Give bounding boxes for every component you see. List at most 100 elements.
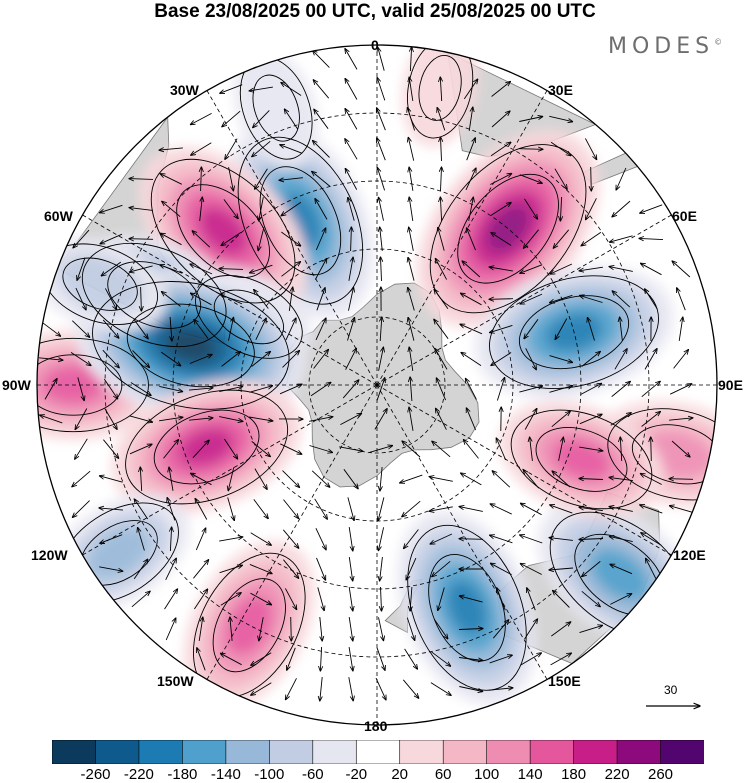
wind-arrow [614,349,627,370]
wind-arrow [670,384,692,395]
wind-arrow [165,618,176,641]
wind-arrow [283,499,299,519]
wind-arrow [612,291,631,308]
wind-arrow [408,137,415,161]
colorbar-segment [138,740,184,764]
wind-arrow [159,417,183,422]
wind-arrow [641,381,660,398]
colorbar-tick-label: -260 [80,766,111,783]
wind-arrow [254,468,267,490]
wind-arrow [313,141,330,158]
anomaly-band [447,580,487,636]
wind-arrow [345,49,358,70]
wind-arrow [250,532,272,545]
wind-arrow [645,289,658,310]
wind-arrow [490,142,511,157]
wind-arrow [249,563,272,573]
wind-arrow [549,115,572,121]
wind-arrow [490,535,513,544]
wind-arrow [165,558,177,580]
wind-arrow [461,293,482,306]
wind-arrow [611,381,631,397]
wind-arrow [620,317,623,341]
wind-arrow [491,352,512,366]
wind-arrow [409,167,414,191]
colorbar-segment [486,740,531,764]
wind-arrow [201,167,202,192]
wind-arrow [378,347,384,371]
wind-arrow [227,497,235,521]
vector-scale-label: 30 [664,683,678,697]
colorbar-tick-label: -100 [254,766,285,783]
wind-arrow [191,293,212,306]
wind-arrow [129,415,152,422]
wind-arrow [100,534,123,544]
wind-arrow [586,198,597,219]
wind-arrow [348,617,353,641]
wind-arrow [251,682,272,695]
wind-arrow [378,527,385,550]
wind-arrow [221,232,242,245]
wind-arrow [379,197,384,221]
wind-arrow [133,319,148,338]
lon-label-60w: 60W [44,208,73,224]
wind-arrow [677,288,686,311]
colorbar-segment [442,740,488,764]
wind-arrow [612,200,631,217]
wind-arrow [550,263,573,274]
wind-arrow [369,446,393,453]
wind-arrow [581,231,602,246]
wind-arrow [160,265,183,274]
colorbar-segment [616,740,662,764]
colorbar-segment [52,740,97,764]
wind-arrow [251,441,271,456]
wind-arrow [591,166,592,191]
wind-arrow [435,258,447,280]
wind-arrow [458,629,483,630]
wind-arrow [520,653,542,666]
wind-arrow [282,470,300,488]
anomaly-band [179,427,234,467]
wind-arrow [105,288,116,309]
wind-arrow [219,386,242,393]
wind-arrow [459,657,483,661]
wind-arrow [345,79,358,100]
wind-arrow [220,84,243,94]
wind-arrow [409,197,414,221]
wind-arrow [641,533,662,546]
wind-arrow [380,317,382,342]
wind-arrow [77,377,84,400]
wind-arrow [313,350,329,369]
wind-arrow [377,138,386,161]
height-contour [176,184,270,278]
wind-arrow [374,409,387,430]
colorbar-segment [95,740,140,764]
wind-arrow [408,288,415,311]
wind-arrow [519,174,542,184]
wind-arrow [279,178,303,181]
wind-arrow [582,561,601,576]
wind-arrow [309,445,333,453]
wind-arrow [39,358,63,360]
wind-arrow [313,50,330,68]
wind-arrow [129,444,152,455]
wind-arrow [404,529,419,549]
wind-arrow [640,204,663,213]
wind-arrow [282,529,298,548]
wind-arrow [219,269,244,270]
wind-arrow [129,208,153,211]
wind-arrow [254,290,269,309]
wind-arrow [402,679,418,698]
lon-label-90w: 90W [2,377,31,393]
height-contour [259,166,342,276]
wind-arrow [348,257,353,281]
wind-arrow [438,587,445,611]
wind-arrow [579,414,602,425]
wind-arrow [101,261,122,276]
wind-arrow [287,647,296,670]
height-contour [81,242,227,348]
wind-arrow [345,139,358,160]
wind-arrow [496,438,507,461]
wind-arrow [527,588,536,611]
wind-arrow [316,288,325,311]
